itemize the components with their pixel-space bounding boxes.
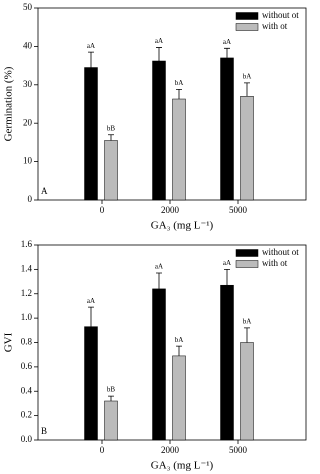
y-axis-label: GVI	[3, 332, 15, 352]
y-tick-label: 1.2	[21, 288, 32, 298]
error-bar	[224, 268, 230, 286]
y-tick-label: 0.8	[21, 337, 33, 347]
panel-label: B	[41, 426, 47, 436]
error-bar	[176, 89, 182, 100]
panel-label: A	[41, 186, 48, 196]
x-tick-label: 5000	[229, 445, 248, 455]
error-bar	[88, 51, 94, 68]
value-label: bA	[175, 79, 184, 87]
value-label: aA	[87, 42, 95, 50]
bar	[172, 98, 186, 201]
value-label: aA	[155, 263, 163, 271]
x-tick-label: 2000	[161, 445, 180, 455]
error-bar	[244, 327, 250, 343]
y-tick-label: 1.0	[21, 312, 33, 322]
y-tick-label: 30	[23, 79, 33, 89]
legend-swatch	[235, 249, 259, 257]
bar	[104, 400, 118, 441]
x-tick-label: 5000	[229, 205, 248, 215]
legend-label: without ot	[262, 10, 299, 20]
legend-label: with ot	[262, 21, 288, 31]
y-tick-label: 0.0	[21, 434, 33, 444]
legend-swatch	[235, 260, 259, 268]
y-tick-label: 50	[23, 2, 33, 12]
y-tick-label: 0.2	[21, 410, 32, 420]
bar	[220, 57, 234, 201]
y-tick-label: 20	[23, 117, 33, 127]
bar	[220, 284, 234, 441]
value-label: aA	[87, 297, 95, 305]
error-bar	[156, 272, 162, 289]
y-tick-label: 1.6	[21, 239, 33, 249]
bar	[84, 67, 98, 201]
value-label: bA	[243, 72, 252, 80]
bar	[152, 288, 166, 441]
error-bar	[108, 134, 114, 141]
legend-swatch	[235, 12, 259, 20]
y-tick-label: 0	[28, 194, 33, 204]
x-axis-label: GA₃ (mg L⁻¹)	[151, 220, 214, 232]
error-bar	[176, 345, 182, 356]
y-tick-label: 10	[23, 156, 33, 166]
error-bar	[224, 47, 230, 58]
bar	[104, 140, 118, 201]
value-label: aA	[223, 38, 231, 46]
legend-swatch	[235, 23, 259, 31]
x-tick-label: 0	[100, 445, 105, 455]
x-tick-label: 2000	[161, 205, 180, 215]
plot-frame	[37, 244, 307, 441]
error-bar	[156, 47, 162, 61]
bar	[152, 60, 166, 201]
y-axis-label: Germination (%)	[3, 66, 15, 141]
value-label: bB	[107, 124, 116, 132]
plot-frame	[37, 7, 307, 201]
x-tick-label: 0	[100, 205, 105, 215]
y-tick-label: 40	[23, 40, 33, 50]
y-tick-label: 0.6	[21, 361, 33, 371]
value-label: aA	[155, 37, 163, 45]
value-label: bB	[107, 386, 116, 394]
bar	[172, 355, 186, 441]
legend-label: without ot	[262, 247, 299, 257]
legend-label: with ot	[262, 258, 288, 268]
value-label: bA	[243, 317, 252, 325]
bar	[240, 342, 254, 441]
error-bar	[244, 82, 250, 97]
y-tick-label: 1.4	[21, 263, 33, 273]
value-label: bA	[175, 336, 184, 344]
error-bar	[88, 306, 94, 327]
error-bar	[108, 395, 114, 401]
bar	[84, 326, 98, 441]
y-tick-label: 0.4	[21, 385, 33, 395]
value-label: aA	[223, 259, 231, 267]
bar	[240, 96, 254, 201]
x-axis-label: GA₃ (mg L⁻¹)	[151, 460, 214, 472]
